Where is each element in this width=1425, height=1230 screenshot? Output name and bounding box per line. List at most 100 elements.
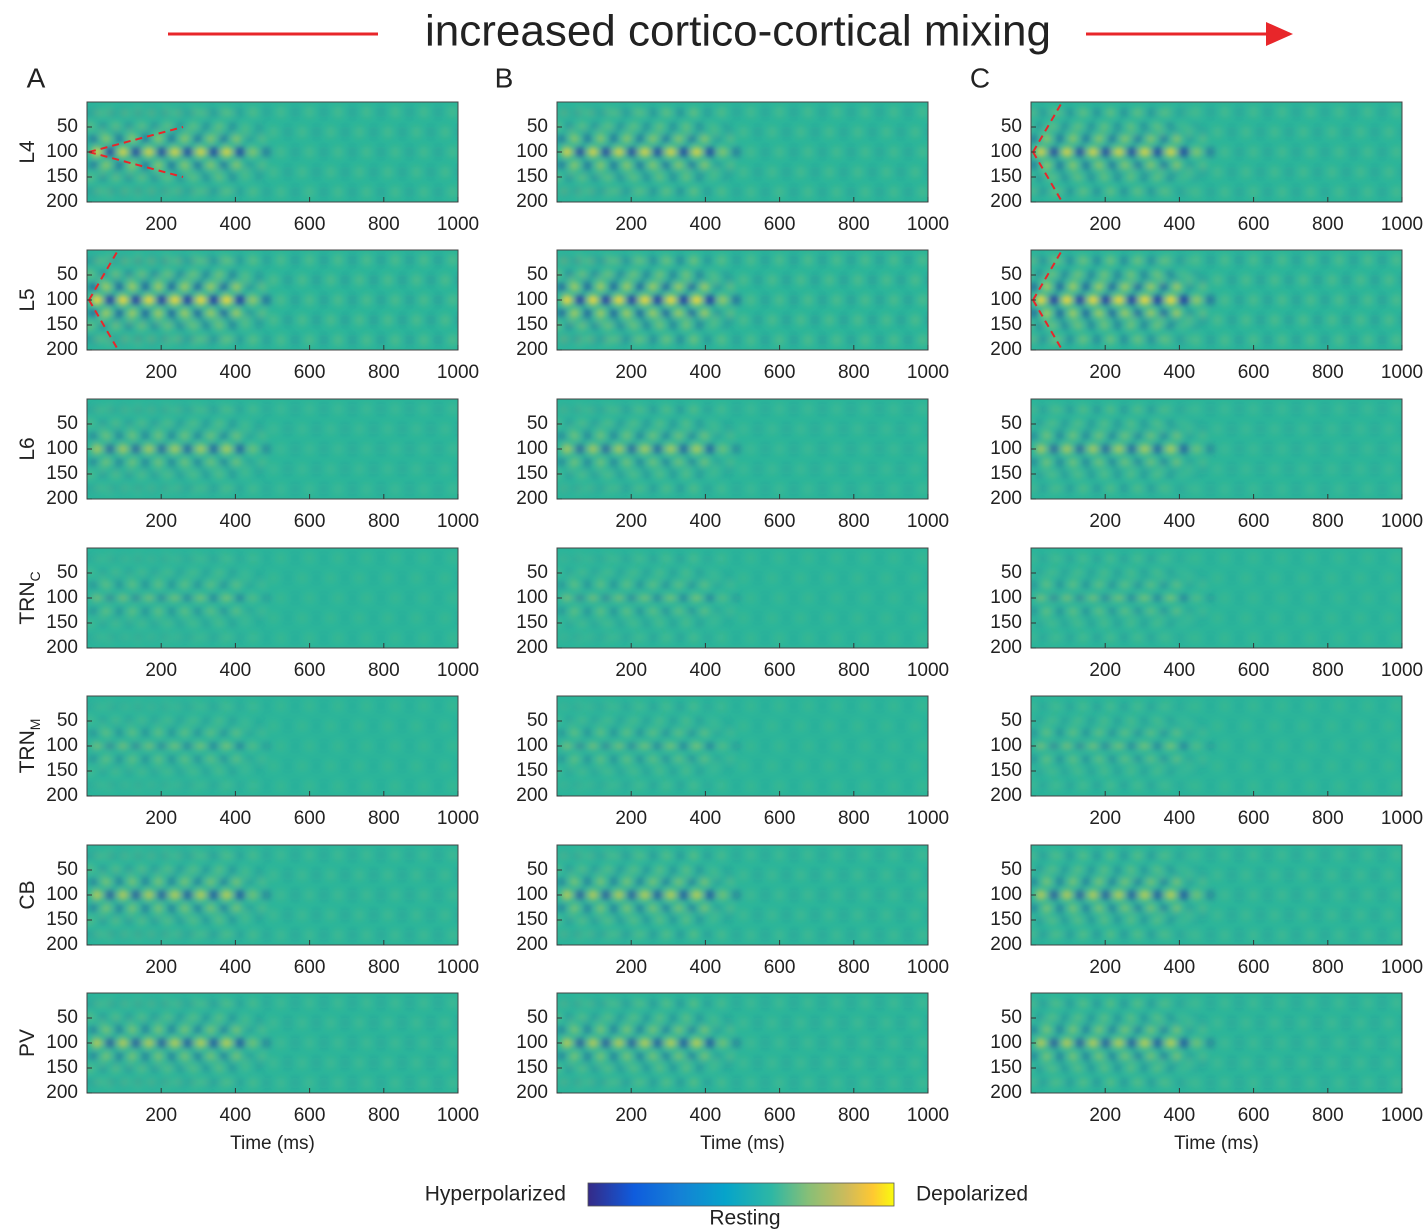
texture-blob: [760, 632, 771, 644]
pulse-wing: [136, 471, 147, 479]
pulse-wing: [257, 283, 268, 291]
pulse-wing: [159, 1000, 170, 1008]
pulse-wing: [179, 581, 190, 589]
pulse-core: [1204, 595, 1216, 601]
texture-blob: [1305, 929, 1316, 941]
texture-blob: [817, 483, 828, 495]
pulse-core: [208, 444, 220, 454]
texture-blob: [888, 740, 899, 752]
texture-blob: [282, 720, 293, 732]
pulse-wing: [694, 917, 705, 925]
pulse-wing: [675, 703, 686, 711]
pulse-core: [91, 890, 103, 900]
pulse-wing: [590, 270, 601, 278]
pulse-wing: [110, 270, 121, 278]
pulse-wing: [1031, 633, 1038, 641]
texture-blob: [1291, 552, 1302, 564]
pulse-core: [652, 295, 664, 305]
texture-blob: [290, 552, 301, 564]
texture-blob: [1384, 572, 1395, 584]
texture-blob: [1184, 423, 1194, 435]
texture-blob: [781, 760, 792, 772]
pulse-wing: [1118, 930, 1129, 938]
pulse-wing: [701, 484, 712, 492]
pulse-wing: [1053, 109, 1064, 117]
pulse-wing: [149, 568, 160, 576]
x-tick-label: 400: [690, 660, 722, 681]
pulse-wing: [1144, 187, 1155, 195]
texture-blob: [404, 106, 415, 118]
pulse-wing: [571, 555, 582, 563]
texture-blob: [817, 552, 828, 564]
pulse-core: [1100, 147, 1112, 157]
texture-blob: [874, 632, 885, 644]
pulse-wing: [597, 555, 608, 563]
texture-blob: [311, 126, 322, 138]
pulse-wing: [649, 187, 660, 195]
pulse-wing: [257, 458, 268, 466]
pulse-wing: [621, 458, 632, 466]
texture-blob: [268, 572, 279, 584]
pulse-wing: [610, 930, 621, 938]
texture-blob: [888, 849, 899, 861]
texture-blob: [767, 314, 778, 326]
pulse-wing: [1031, 555, 1038, 563]
pulse-wing: [558, 335, 569, 343]
pulse-wing: [584, 852, 595, 860]
pulse-wing: [610, 187, 621, 195]
pulse-wing: [1093, 904, 1104, 912]
pulse-wing: [205, 1052, 216, 1060]
pulse-wing: [629, 865, 640, 873]
pulse-core: [730, 890, 742, 900]
texture-blob: [440, 314, 451, 326]
pulse-wing: [224, 852, 235, 860]
texture-blob: [376, 889, 386, 901]
pulse-wing: [557, 878, 567, 886]
texture-blob: [860, 483, 871, 495]
pulse-wing: [616, 620, 627, 628]
texture-blob: [1212, 612, 1223, 624]
pulse-wing: [1031, 570, 1032, 574]
pulse-wing: [681, 270, 692, 278]
pulse-wing: [227, 1065, 238, 1073]
texture-blob: [390, 334, 401, 346]
pulse-wing: [257, 309, 268, 317]
texture-blob: [297, 572, 308, 584]
pulse-wing: [1031, 484, 1038, 492]
pulse-wing: [681, 322, 692, 330]
pulse-wing: [1093, 283, 1104, 291]
texture-blob: [752, 1017, 763, 1029]
pulse-wing: [699, 135, 710, 143]
pulse-wing: [621, 904, 632, 912]
texture-blob: [803, 294, 814, 306]
pulse-wing: [211, 1078, 222, 1086]
texture-blob: [233, 700, 243, 712]
pulse-wing: [1144, 930, 1155, 938]
texture-blob: [731, 254, 742, 266]
texture-blob: [397, 126, 408, 138]
x-tick-label: 1000: [1381, 214, 1423, 235]
pulse-wing: [623, 930, 634, 938]
pulse-wing: [1171, 755, 1182, 763]
heatmap-texture: [1031, 552, 1402, 644]
texture-blob: [333, 552, 344, 564]
texture-blob: [767, 1017, 778, 1029]
texture-blob: [425, 612, 436, 624]
pulse-wing: [237, 930, 248, 938]
texture-blob: [354, 612, 365, 624]
pulse-wing: [616, 917, 627, 925]
pulse-wing: [136, 270, 147, 278]
pulse-wing: [660, 135, 671, 143]
pulse-wing: [1080, 607, 1091, 615]
pulse-wing: [1119, 878, 1130, 886]
texture-blob: [304, 1077, 315, 1089]
texture-blob: [738, 720, 749, 732]
pulse-core: [730, 595, 742, 601]
pulse-wing: [1132, 432, 1143, 440]
pulse-wing: [211, 406, 222, 414]
pulse-wing: [1092, 406, 1103, 414]
pulse-wing: [675, 930, 686, 938]
pulse-wing: [175, 1013, 186, 1021]
pulse-wing: [146, 930, 157, 938]
pulse-wing: [227, 322, 238, 330]
